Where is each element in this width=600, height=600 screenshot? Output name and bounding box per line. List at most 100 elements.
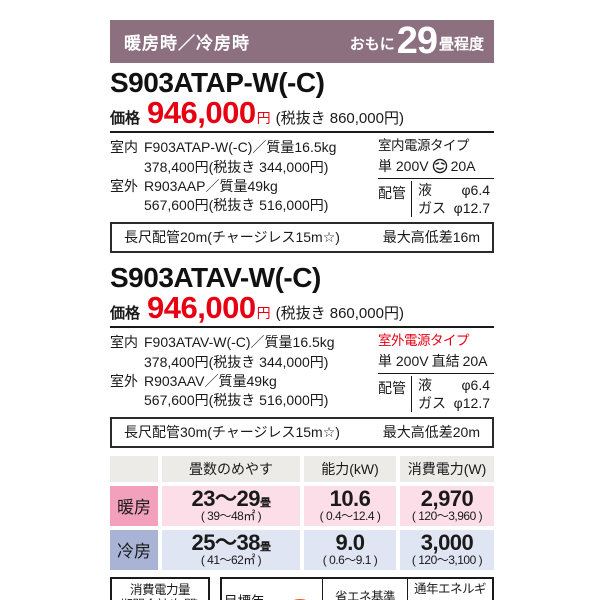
heating-capacity-range: ( 0.4〜12.4 )	[319, 509, 381, 523]
header-tatami: 畳数のめやす	[162, 455, 300, 482]
price-label: 価格	[110, 110, 141, 128]
room-size-value: 29	[396, 20, 438, 63]
power-type-label: 室内電源タイプ	[378, 138, 470, 154]
annual-power-label2: 期間合計(年間)	[113, 598, 207, 600]
indoor-unit-line: 室内 F903ATAV-W(-C)／質量16.5kg 378,400円(税抜き …	[110, 333, 376, 372]
outdoor-spec: R903AAP／質量49kg	[144, 178, 278, 195]
table-row-cooling: 冷房 25〜38畳 ( 41〜62㎡ ) 9.0 ( 0.6〜9.1 ) 3,0…	[110, 529, 494, 570]
price-value: 946,000	[147, 290, 256, 326]
target-year-label: 目標年度	[224, 593, 276, 600]
tatami-unit: 畳	[259, 496, 271, 509]
heating-power: 2,970	[420, 485, 474, 511]
room-size-prefix: おもに	[349, 35, 395, 53]
annual-power-box: 消費電力量 期間合計(年間) 3,338kWh	[110, 576, 210, 600]
outdoor-label: 室外	[110, 178, 138, 195]
annual-power-label1: 消費電力量	[129, 582, 191, 597]
power-pipe-spec: 室内電源タイプ 単 200V 20A 配管	[378, 138, 494, 217]
mode-label: 暖房時／冷房時	[124, 34, 250, 53]
power-type-label: 室外電源タイプ	[378, 333, 470, 349]
header-empty	[110, 455, 158, 482]
power-voltage: 単 200V	[378, 157, 429, 174]
pipe-gas: ガス φ12.7	[418, 199, 490, 217]
heating-power-cell: 2,970 ( 120〜3,960 )	[400, 485, 494, 526]
outlet-plug-icon	[432, 158, 448, 174]
room-size-suffix: 畳程度	[438, 35, 484, 53]
power-direct: 直結	[431, 352, 460, 369]
cooling-tatami-range: 25〜38	[191, 529, 261, 555]
pipe-gas-value: φ12.7	[453, 199, 490, 216]
max-height-text: 最大高低差20m	[382, 423, 480, 440]
energy-rating-box: 目標年度 2027年 e 省エネ基準 達成率 92% 通年エネルギー 消費効率 …	[220, 576, 494, 600]
row-label-cooling: 冷房	[110, 529, 158, 570]
price-value: 946,000	[147, 95, 256, 131]
outdoor-unit-line: 室外 R903AAP／質量49kg 567,600円(税抜き 516,000円)	[110, 177, 376, 216]
tax-note: (税抜き 860,000円)	[275, 305, 404, 323]
heating-power-range: ( 120〜3,960 )	[411, 509, 483, 523]
cooling-tatami-cell: 25〜38畳 ( 41〜62㎡ )	[162, 529, 300, 570]
pipe-liquid-value: φ6.4	[461, 376, 490, 393]
heating-tatami-range: 23〜29	[191, 485, 261, 511]
outdoor-unit-line: 室外 R903AAV／質量49kg 567,600円(税抜き 516,000円)	[110, 372, 376, 411]
outdoor-label: 室外	[110, 372, 138, 389]
heating-tatami-cell: 23〜29畳 ( 39〜48㎡ )	[162, 485, 300, 526]
price-label: 価格	[110, 305, 141, 323]
max-height-text: 最大高低差16m	[382, 228, 480, 245]
pipe-gas-label: ガス	[418, 199, 446, 216]
room-size: おもに 29 畳程度	[349, 20, 484, 63]
price-unit: 円	[256, 305, 271, 322]
cooling-capacity-range: ( 0.6〜9.1 )	[322, 552, 378, 567]
indoor-price: 378,400円(税抜き 344,000円)	[144, 353, 329, 370]
cooling-power-range: ( 120〜3,100 )	[411, 552, 483, 567]
unit-spec-row: 室内 F903ATAV-W(-C)／質量16.5kg 378,400円(税抜き …	[110, 333, 494, 412]
pipe-liquid-label: 液	[418, 181, 432, 198]
indoor-label: 室内	[110, 139, 138, 156]
unit-details: 室内 F903ATAP-W(-C)／質量16.5kg 378,400円(税抜き …	[110, 138, 376, 217]
product-block-2: S903ATAV-W(-C) 価格 946,000 円 (税抜き 860,000…	[110, 263, 494, 448]
unit-spec-row: 室内 F903ATAP-W(-C)／質量16.5kg 378,400円(税抜き …	[110, 138, 494, 217]
cooling-capacity-cell: 9.0 ( 0.6〜9.1 )	[304, 529, 396, 570]
product-spec-card: 暖房時／冷房時 おもに 29 畳程度 S903ATAP-W(-C) 価格 946…	[110, 20, 494, 600]
model-name: S903ATAP-W(-C)	[110, 67, 325, 98]
heating-capacity: 10.6	[329, 485, 371, 511]
outdoor-price: 567,600円(税抜き 516,000円)	[144, 392, 329, 409]
cooling-area-range: ( 41〜62㎡ )	[200, 552, 262, 567]
indoor-spec: F903ATAV-W(-C)／質量16.5kg	[144, 334, 335, 351]
pipe-liquid-value: φ6.4	[461, 181, 490, 198]
power-spec-line: 単 200V 直結 20A	[378, 350, 494, 374]
long-pipe-box: 長尺配管30m(チャージレス15m☆) 最大高低差20m	[110, 416, 494, 448]
header-capacity: 能力(kW)	[304, 455, 396, 482]
pipe-label: 配管	[378, 184, 406, 201]
unit-details: 室内 F903ATAV-W(-C)／質量16.5kg 378,400円(税抜き …	[110, 333, 376, 412]
power-voltage: 単 200V	[378, 352, 429, 369]
outdoor-price: 567,600円(税抜き 516,000円)	[144, 197, 329, 214]
tax-note: (税抜き 860,000円)	[275, 110, 404, 128]
outdoor-spec: R903AAV／質量49kg	[144, 372, 277, 389]
performance-table: 畳数のめやす 能力(kW) 消費電力(W) 暖房 23〜29畳 ( 39〜48㎡…	[110, 455, 494, 570]
row-label-heating: 暖房	[110, 485, 158, 526]
energy-info-row: 消費電力量 期間合計(年間) 3,338kWh 目標年度 2027年 e 省エネ…	[110, 576, 494, 600]
heating-area-range: ( 39〜48㎡ )	[200, 509, 262, 523]
pipe-gas: ガス φ12.7	[418, 394, 490, 412]
long-pipe-text: 長尺配管30m(チャージレス15m☆)	[124, 423, 340, 440]
price-line: 価格 946,000 円 (税抜き 860,000円)	[110, 95, 494, 134]
indoor-unit-line: 室内 F903ATAP-W(-C)／質量16.5kg 378,400円(税抜き …	[110, 138, 376, 177]
cooling-power: 3,000	[420, 529, 474, 555]
pipe-liquid-label: 液	[418, 376, 432, 393]
target-year-cell: 目標年度 2027年 e	[222, 579, 322, 600]
heating-capacity-cell: 10.6 ( 0.4〜12.4 )	[304, 485, 396, 526]
pipe-liquid: 液 φ6.4	[418, 181, 490, 199]
cooling-capacity: 9.0	[335, 529, 365, 555]
pipe-label: 配管	[378, 379, 406, 396]
pipe-gas-value: φ12.7	[453, 394, 490, 411]
power-amps: 20A	[450, 157, 476, 174]
capacity-banner: 暖房時／冷房時 おもに 29 畳程度	[110, 20, 494, 63]
pipe-gas-label: ガス	[418, 394, 446, 411]
model-name: S903ATAV-W(-C)	[110, 261, 321, 293]
pipe-liquid: 液 φ6.4	[418, 376, 490, 394]
power-amps: 20A	[462, 352, 488, 369]
indoor-price: 378,400円(税抜き 344,000円)	[144, 158, 329, 175]
product-block-1: S903ATAP-W(-C) 価格 946,000 円 (税抜き 860,000…	[110, 68, 494, 253]
apf-cell: 通年エネルギー 消費効率 5.1	[407, 578, 492, 600]
long-pipe-text: 長尺配管20m(チャージレス15m☆)	[124, 228, 340, 245]
achievement-label1: 省エネ基準	[334, 589, 396, 600]
